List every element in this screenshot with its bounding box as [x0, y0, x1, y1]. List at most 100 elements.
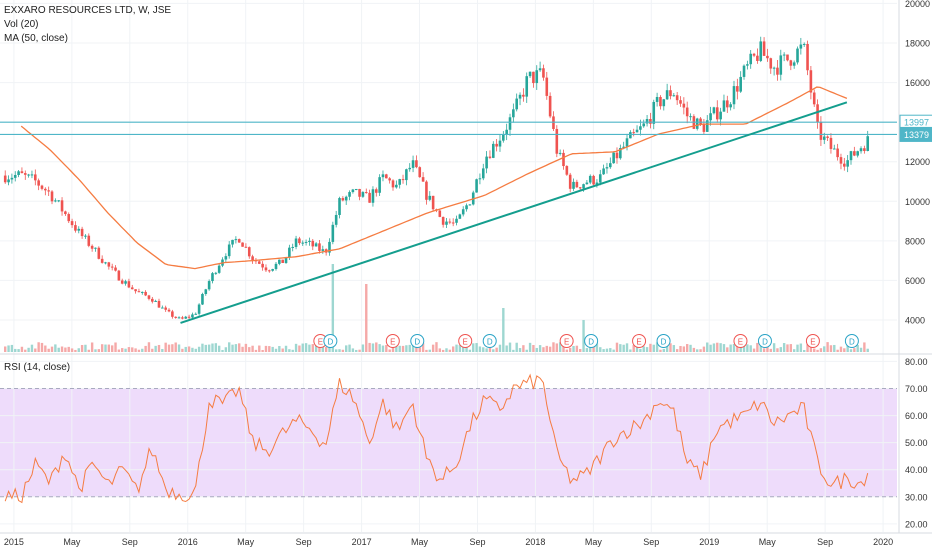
volume-bar [385, 345, 388, 352]
candle-body [488, 156, 492, 158]
volume-bar [70, 348, 74, 352]
volume-bar [455, 344, 458, 352]
volume-indicator-label[interactable]: Vol (20) [4, 19, 39, 30]
volume-bar [759, 344, 762, 352]
volume-bar [211, 343, 214, 352]
volume-bar [34, 348, 37, 352]
dividend-marker[interactable] [656, 334, 671, 348]
price-label-box [899, 126, 932, 142]
volume-bar [512, 349, 515, 352]
earnings-marker[interactable] [733, 334, 748, 348]
volume-bar [184, 346, 187, 352]
volume-bar [134, 348, 137, 352]
volume-bar [24, 349, 27, 352]
volume-bar [538, 345, 542, 352]
candle-body [374, 189, 378, 193]
candle-body [34, 174, 37, 181]
candle-body [525, 76, 529, 97]
y-tick-label: 16000 [905, 78, 930, 88]
candle-body [177, 317, 181, 319]
candle-body [592, 175, 595, 185]
dividend-marker[interactable] [410, 334, 425, 348]
volume-bar [304, 343, 308, 352]
candle-body [568, 174, 572, 189]
candle-body [181, 317, 184, 319]
volume-bar [806, 344, 809, 352]
candle-body [612, 152, 615, 164]
candle-body [30, 174, 34, 176]
volume-bar [669, 343, 672, 352]
volume-bar [234, 344, 238, 352]
volume-bar [612, 349, 615, 352]
volume-bar [131, 347, 134, 352]
volume-bar [395, 346, 398, 352]
volume-bar [582, 320, 585, 352]
earnings-marker[interactable] [805, 334, 820, 348]
candle-body [639, 126, 642, 130]
price-label: 13379 [904, 130, 929, 140]
ma-indicator-label[interactable]: MA (50, close) [4, 33, 68, 44]
volume-bar [411, 345, 415, 352]
volume-bar [823, 346, 826, 352]
candle-body [77, 228, 81, 231]
candle-body [809, 70, 813, 93]
candle-body [672, 95, 676, 97]
volume-bar [629, 349, 632, 352]
volume-bar [110, 345, 114, 352]
rsi-indicator-label[interactable]: RSI (14, close) [4, 362, 71, 373]
dividend-marker[interactable] [482, 334, 497, 348]
candle-body [271, 269, 274, 271]
volume-bar [445, 348, 448, 352]
candle-body [685, 107, 689, 117]
candle-body [669, 90, 672, 97]
candle-body [475, 179, 478, 193]
symbol-title: EXXARO RESOURCES LTD, W, JSE [4, 5, 172, 16]
x-tick-label: 2017 [352, 537, 372, 547]
event-marker-letter: E [564, 338, 569, 347]
earnings-marker[interactable] [385, 334, 400, 348]
volume-bar [679, 345, 682, 352]
volume-bar [632, 345, 635, 352]
earnings-marker[interactable] [559, 334, 574, 348]
volume-bar [665, 343, 669, 352]
volume-bar [107, 344, 111, 352]
candle-body [762, 41, 766, 56]
volume-bar [659, 349, 662, 352]
volume-bar [572, 345, 575, 352]
candle-body [512, 109, 515, 118]
earnings-marker[interactable] [458, 334, 473, 348]
volume-bar [802, 349, 806, 352]
volume-bar [839, 346, 843, 352]
y-tick-label: 6000 [905, 276, 925, 286]
trendline[interactable] [180, 101, 848, 324]
volume-bar [819, 348, 823, 352]
volume-bar [702, 346, 706, 352]
candle-body [385, 174, 388, 179]
volume-bar [311, 344, 314, 352]
volume-bar [863, 342, 866, 352]
candle-body [522, 94, 525, 97]
candle-body [84, 235, 87, 237]
dividend-marker[interactable] [757, 334, 772, 348]
candle-body [702, 124, 706, 132]
dividend-marker[interactable] [584, 334, 599, 348]
volume-bar [729, 344, 732, 352]
dividend-marker[interactable] [323, 334, 338, 348]
dividend-marker[interactable] [844, 334, 859, 348]
candle-body [70, 221, 74, 226]
candle-body [241, 242, 244, 247]
volume-bar [274, 348, 278, 352]
volume-bar [605, 348, 609, 352]
candle-body [368, 192, 371, 203]
volume-bar [472, 343, 475, 352]
candle-body [227, 244, 231, 257]
volume-bar [622, 344, 625, 352]
x-tick-label: Sep [469, 537, 485, 547]
candle-body [535, 70, 539, 84]
earnings-marker[interactable] [632, 334, 647, 348]
volume-bar [171, 344, 174, 352]
volume-bar [238, 343, 241, 352]
volume-bar [40, 342, 44, 352]
